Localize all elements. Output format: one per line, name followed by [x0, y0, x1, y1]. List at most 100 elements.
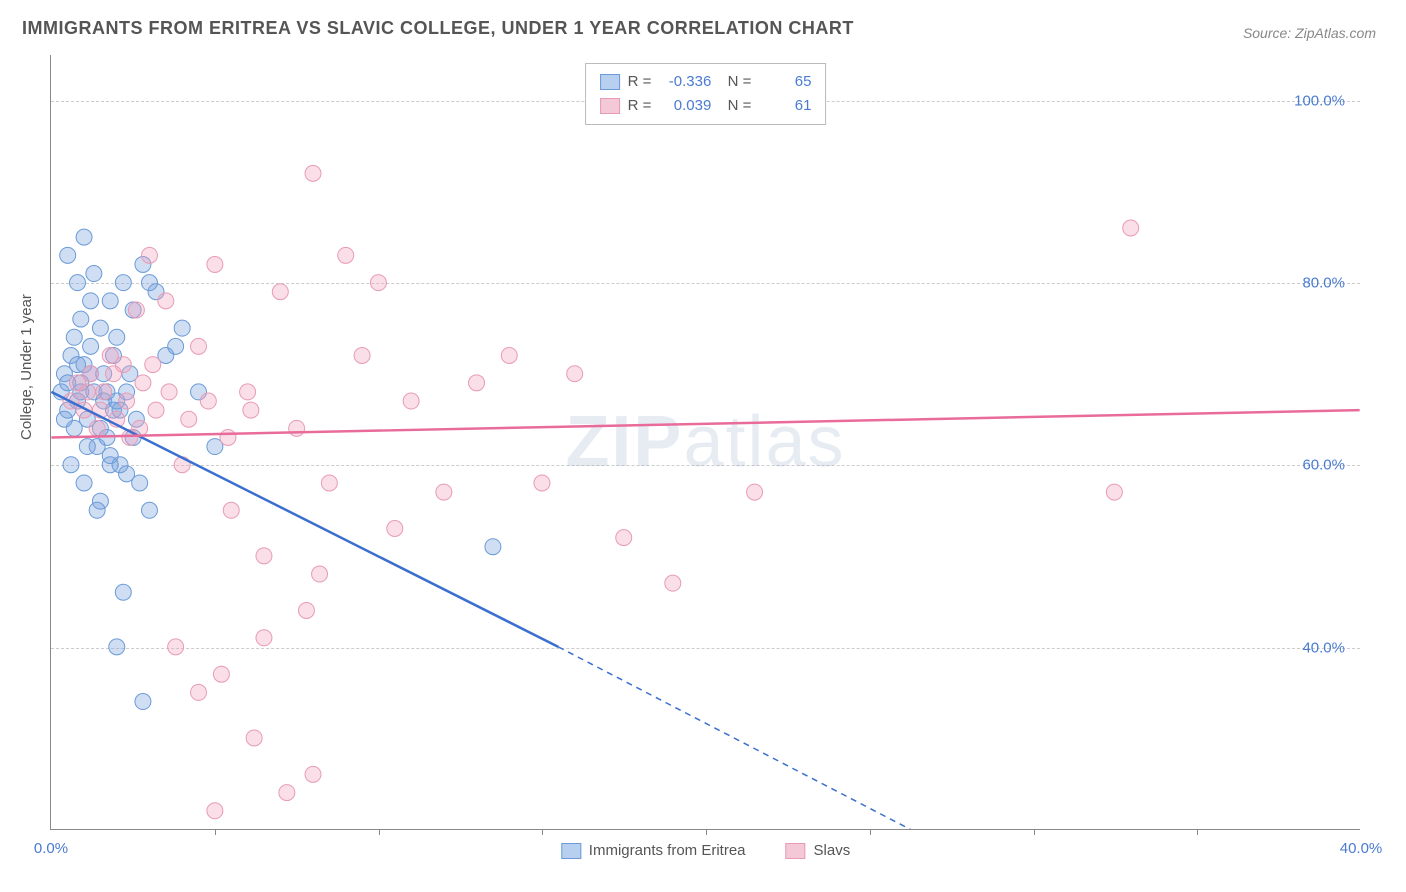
- data-point: [56, 411, 72, 427]
- n-label: N =: [719, 94, 751, 118]
- data-point: [256, 630, 272, 646]
- data-point: [243, 402, 259, 418]
- data-point: [135, 375, 151, 391]
- legend-item-0: Immigrants from Eritrea: [561, 842, 746, 859]
- data-point: [1106, 484, 1122, 500]
- data-point: [485, 539, 501, 555]
- data-point: [387, 521, 403, 537]
- xtick-mark: [379, 829, 380, 835]
- data-point: [501, 348, 517, 364]
- source-prefix: Source:: [1243, 25, 1295, 41]
- data-point: [102, 348, 118, 364]
- data-point: [181, 411, 197, 427]
- data-point: [96, 366, 112, 382]
- chart-svg: [51, 55, 1360, 829]
- stats-row-series-1: R = 0.039 N = 61: [600, 94, 812, 118]
- legend-label-0: Immigrants from Eritrea: [589, 842, 746, 859]
- data-point: [106, 402, 122, 418]
- data-point: [191, 338, 207, 354]
- data-point: [1123, 220, 1139, 236]
- data-point: [92, 420, 108, 436]
- data-point: [148, 284, 164, 300]
- n-value-1: 61: [759, 94, 811, 118]
- data-point: [174, 320, 190, 336]
- data-point: [66, 420, 82, 436]
- data-point: [115, 584, 131, 600]
- data-point: [102, 293, 118, 309]
- data-point: [321, 475, 337, 491]
- data-point: [289, 420, 305, 436]
- source-attribution: Source: ZipAtlas.com: [1243, 25, 1376, 41]
- r-value-0: -0.336: [659, 70, 711, 94]
- data-point: [279, 785, 295, 801]
- trend-line-solid: [51, 392, 558, 647]
- data-point: [354, 348, 370, 364]
- data-point: [305, 165, 321, 181]
- swatch-pink-icon: [786, 843, 806, 859]
- data-point: [60, 402, 76, 418]
- data-point: [141, 502, 157, 518]
- watermark: ZIPatlas: [565, 401, 845, 483]
- trend-line-dashed: [558, 647, 1032, 829]
- data-point: [119, 466, 135, 482]
- xtick-mark: [1034, 829, 1035, 835]
- data-point: [616, 530, 632, 546]
- n-value-0: 65: [759, 70, 811, 94]
- watermark-bold: ZIP: [565, 402, 683, 482]
- data-point: [141, 247, 157, 263]
- ytick-label: 80.0%: [1302, 274, 1345, 291]
- data-point: [207, 256, 223, 272]
- data-point: [79, 439, 95, 455]
- data-point: [63, 348, 79, 364]
- data-point: [89, 420, 105, 436]
- data-point: [79, 411, 95, 427]
- data-point: [112, 402, 128, 418]
- swatch-blue-icon: [600, 74, 620, 90]
- data-point: [89, 439, 105, 455]
- r-label: R =: [628, 94, 652, 118]
- data-point: [83, 338, 99, 354]
- gridline: [51, 283, 1360, 284]
- data-point: [213, 666, 229, 682]
- data-point: [312, 566, 328, 582]
- data-point: [132, 420, 148, 436]
- data-point: [246, 730, 262, 746]
- r-label: R =: [628, 70, 652, 94]
- data-point: [119, 384, 135, 400]
- data-point: [102, 448, 118, 464]
- data-point: [73, 375, 89, 391]
- data-point: [223, 502, 239, 518]
- data-point: [145, 357, 161, 373]
- swatch-blue-icon: [561, 843, 581, 859]
- gridline: [51, 465, 1360, 466]
- xtick-label: 40.0%: [1340, 840, 1383, 857]
- data-point: [403, 393, 419, 409]
- data-point: [122, 429, 138, 445]
- data-point: [96, 384, 112, 400]
- data-point: [135, 256, 151, 272]
- data-point: [53, 384, 69, 400]
- trend-line: [51, 410, 1359, 437]
- data-point: [76, 357, 92, 373]
- ytick-label: 100.0%: [1294, 92, 1345, 109]
- data-point: [338, 247, 354, 263]
- data-point: [60, 247, 76, 263]
- data-point: [158, 293, 174, 309]
- data-point: [86, 266, 102, 282]
- legend-label-1: Slavs: [814, 842, 851, 859]
- data-point: [83, 293, 99, 309]
- data-point: [122, 366, 138, 382]
- data-point: [191, 384, 207, 400]
- data-point: [70, 375, 86, 391]
- data-point: [168, 338, 184, 354]
- data-point: [63, 393, 79, 409]
- data-point: [76, 402, 92, 418]
- data-point: [99, 429, 115, 445]
- data-point: [73, 311, 89, 327]
- legend-item-1: Slavs: [786, 842, 851, 859]
- y-axis-label: College, Under 1 year: [18, 294, 35, 440]
- data-point: [191, 684, 207, 700]
- data-point: [76, 229, 92, 245]
- ytick-label: 40.0%: [1302, 639, 1345, 656]
- data-point: [83, 366, 99, 382]
